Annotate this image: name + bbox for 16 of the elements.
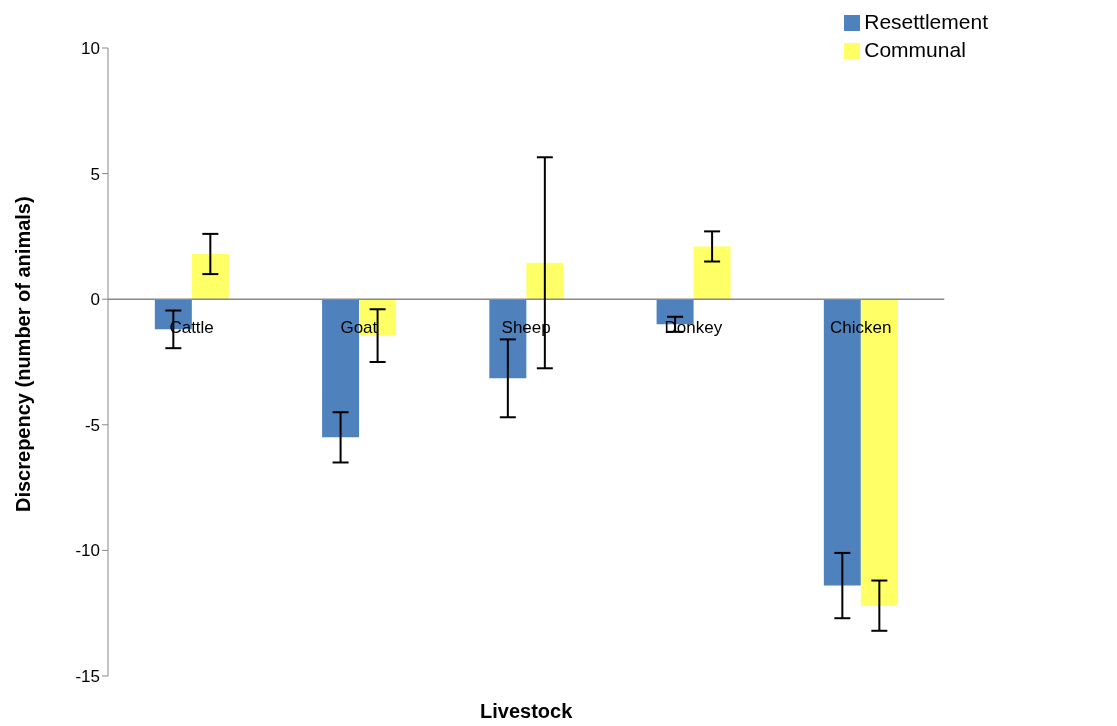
y-tick-label: 10	[81, 39, 100, 59]
bar	[191, 253, 229, 300]
x-tick-label: Chicken	[829, 318, 892, 338]
bar	[526, 262, 564, 300]
y-tick-label: -5	[84, 415, 100, 435]
y-tick-label: 0	[90, 290, 100, 310]
x-tick-label: Goat	[340, 318, 378, 338]
legend-label: Communal	[864, 38, 966, 61]
y-axis-title: Discrepency (number of animals)	[12, 196, 35, 512]
bar	[693, 246, 731, 300]
y-tick-label: 5	[90, 164, 100, 184]
legend-label: Resettlement	[864, 10, 988, 33]
x-tick-label: Sheep	[501, 318, 551, 338]
y-tick-label: -15	[75, 667, 100, 687]
y-tick-label: -10	[75, 541, 100, 561]
x-axis-title: Livestock	[480, 700, 574, 723]
